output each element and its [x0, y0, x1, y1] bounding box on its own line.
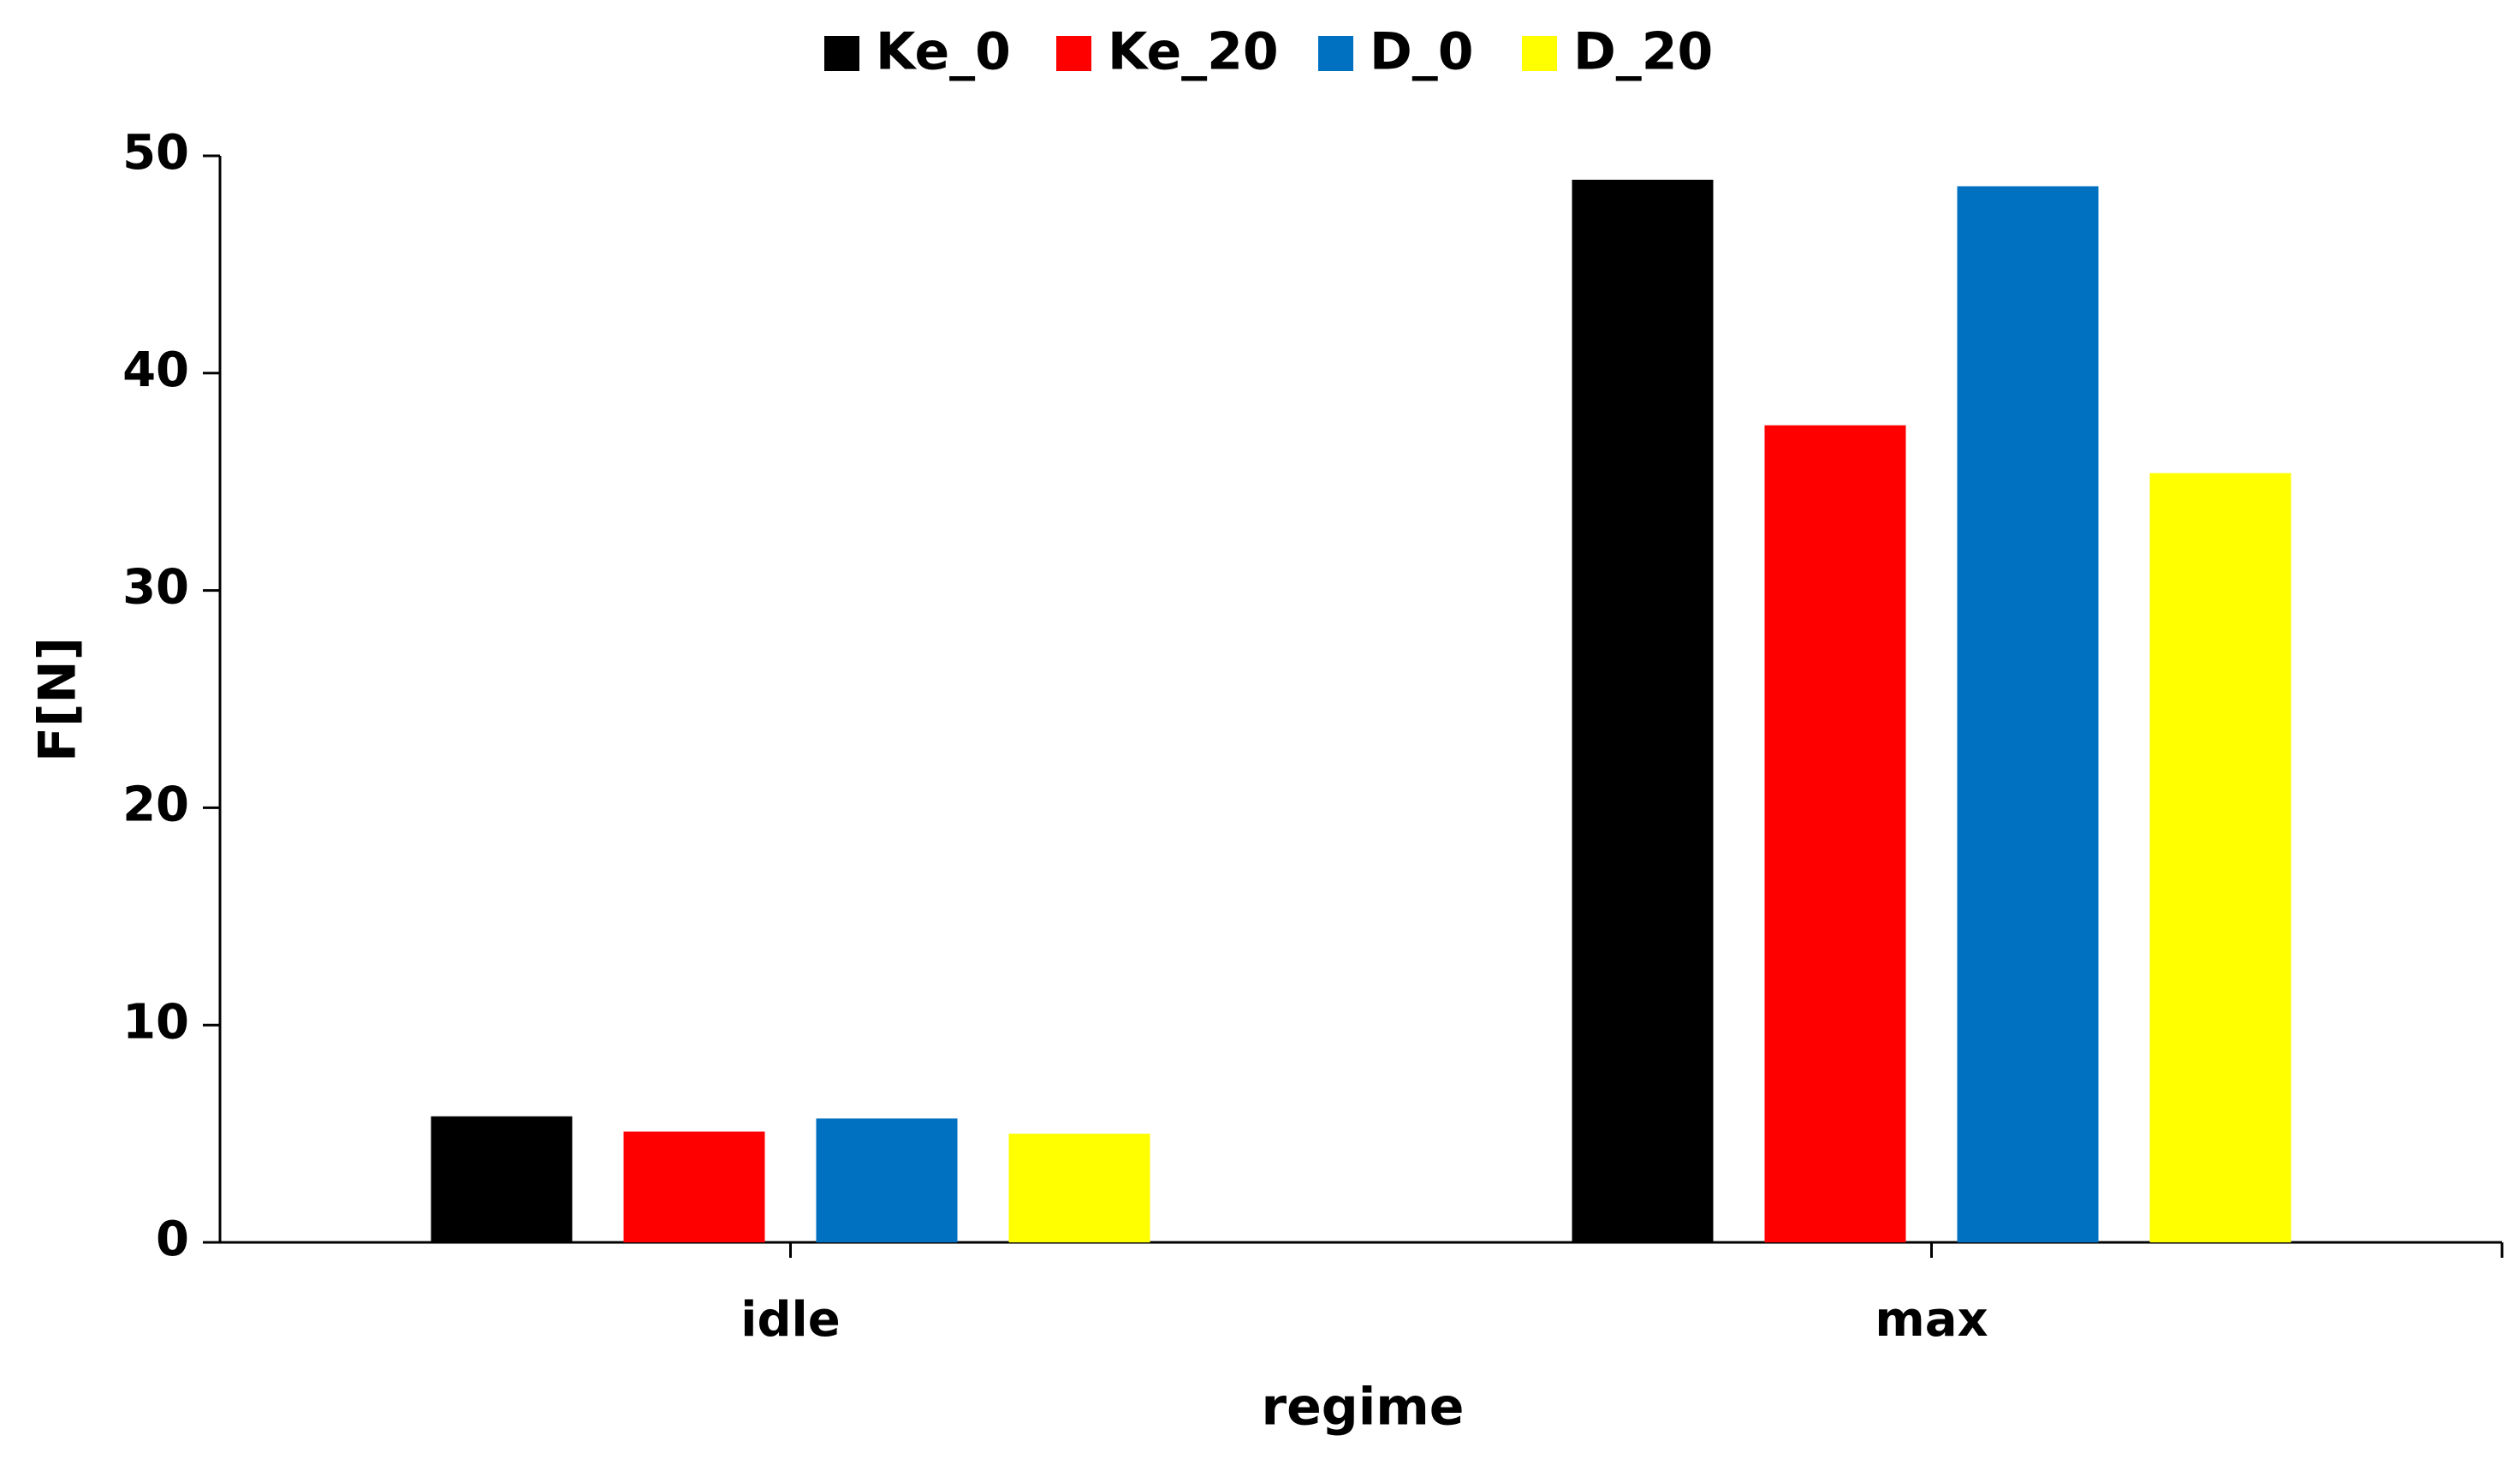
y-tick-label: 40 [122, 342, 189, 398]
legend-label: D_0 [1370, 22, 1474, 82]
bar [816, 1118, 958, 1242]
legend-label: D_20 [1573, 22, 1713, 82]
bar [623, 1131, 765, 1242]
bar [2149, 473, 2291, 1242]
legend-swatch [1056, 36, 1091, 71]
bar [1957, 186, 2099, 1243]
legend-label: Ke_20 [1108, 22, 1279, 82]
y-tick-label: 30 [122, 560, 189, 616]
bar [1572, 179, 1714, 1243]
legend-swatch [824, 36, 859, 71]
x-axis-label: regime [1261, 1378, 1464, 1438]
x-tick-label: idle [740, 1292, 840, 1348]
x-tick-label: max [1875, 1292, 1988, 1348]
legend-label: Ke_0 [876, 22, 1011, 82]
y-tick-label: 0 [156, 1212, 189, 1267]
bar [1764, 425, 1906, 1242]
legend-swatch [1522, 36, 1557, 71]
y-tick-label: 50 [122, 125, 189, 181]
y-axis-label: F[N] [28, 637, 88, 762]
bar [1008, 1134, 1150, 1242]
legend-swatch [1318, 36, 1353, 71]
bar [431, 1116, 573, 1242]
y-tick-label: 20 [122, 777, 189, 833]
y-tick-label: 10 [122, 994, 189, 1050]
